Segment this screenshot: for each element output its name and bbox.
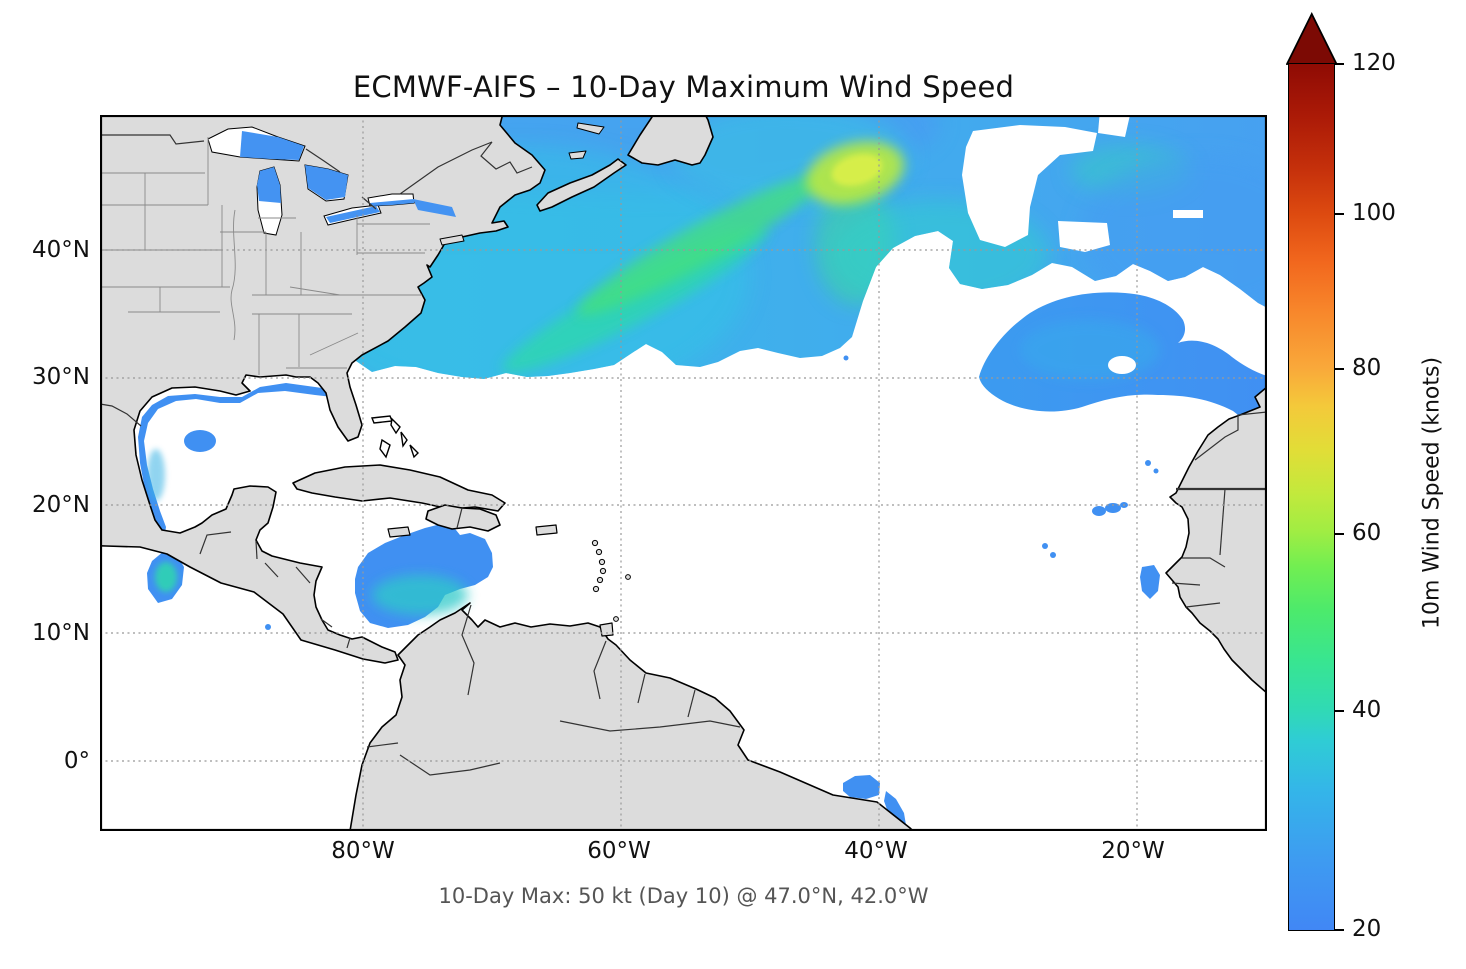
- wind-lobe-east-atlantic: [979, 292, 1267, 434]
- landmass-long-island: [439, 234, 465, 246]
- colorbar-ticklabel-80: 80: [1352, 355, 1382, 381]
- landmass-newfoundland: [627, 115, 714, 166]
- ytick-30n: 30°N: [32, 364, 90, 390]
- landmass-south-america: [349, 602, 914, 831]
- colorbar-ticklabel-40: 40: [1352, 697, 1382, 723]
- map-svg: [100, 115, 1267, 831]
- colorbar-ticklabel-20: 20: [1352, 916, 1382, 942]
- ytick-0: 0°: [63, 748, 90, 774]
- colorbar-axis-label: 10m Wind Speed (knots): [1419, 356, 1445, 630]
- landmass-north-america: [100, 115, 546, 664]
- colorbar-ticklabel-100: 100: [1352, 200, 1396, 226]
- plot-subtitle: 10-Day Max: 50 kt (Day 10) @ 47.0°N, 42.…: [438, 884, 929, 908]
- colorbar-tick-40: [1335, 710, 1344, 712]
- colorbar-tick-20: [1335, 929, 1344, 931]
- ytick-20n: 20°N: [32, 492, 90, 518]
- state-borders: [100, 137, 430, 375]
- wind-africa-patches: [265, 460, 1160, 630]
- country-borders: [100, 134, 1267, 776]
- landmass-jamaica: [387, 526, 411, 538]
- island-chain-bahamas-antilles: [371, 415, 631, 622]
- wind-lake-patches: [240, 131, 456, 223]
- colorbar-tick-100: [1335, 213, 1344, 215]
- colorbar-ticklabel-120: 120: [1352, 50, 1396, 76]
- landmass-puerto-rico: [535, 524, 558, 536]
- landmass-cuba: [292, 464, 506, 512]
- gridlines: [100, 115, 1267, 831]
- xtick-40w: 40°W: [844, 838, 908, 864]
- colorbar-tick-120: [1335, 63, 1344, 65]
- ytick-10n: 10°N: [32, 620, 90, 646]
- landmass-africa: [1165, 386, 1267, 694]
- map-axes: [100, 115, 1267, 831]
- wind-brazil-patches: [843, 775, 906, 828]
- landmass-pei: [568, 150, 587, 160]
- plot-title: ECMWF-AIFS – 10-Day Maximum Wind Speed: [352, 70, 1015, 104]
- xtick-80w: 80°W: [331, 838, 395, 864]
- xtick-20w: 20°W: [1101, 838, 1165, 864]
- wind-caribbean-patch: [355, 523, 493, 628]
- wind-masked-holes: [962, 115, 1203, 252]
- landmass-hispaniola: [425, 504, 501, 532]
- colorbar-ticklabel-60: 60: [1352, 520, 1382, 546]
- colorbar-tick-80: [1335, 368, 1344, 370]
- wind-tehuantepec-patch: [147, 551, 184, 603]
- axes-frame: [100, 115, 1267, 831]
- colorbar-extend-arrow: [1286, 12, 1338, 65]
- colorbar-tick-60: [1335, 533, 1344, 535]
- colorbar-gradient: [1288, 63, 1335, 931]
- landmass-trinidad: [599, 622, 614, 637]
- land-layer: [100, 115, 1267, 831]
- landmass-nova-scotia: [536, 158, 627, 212]
- landmass-anticosti: [576, 122, 605, 135]
- great-lakes: [207, 126, 456, 236]
- xtick-60w: 60°W: [587, 838, 651, 864]
- ytick-40n: 40°N: [32, 237, 90, 263]
